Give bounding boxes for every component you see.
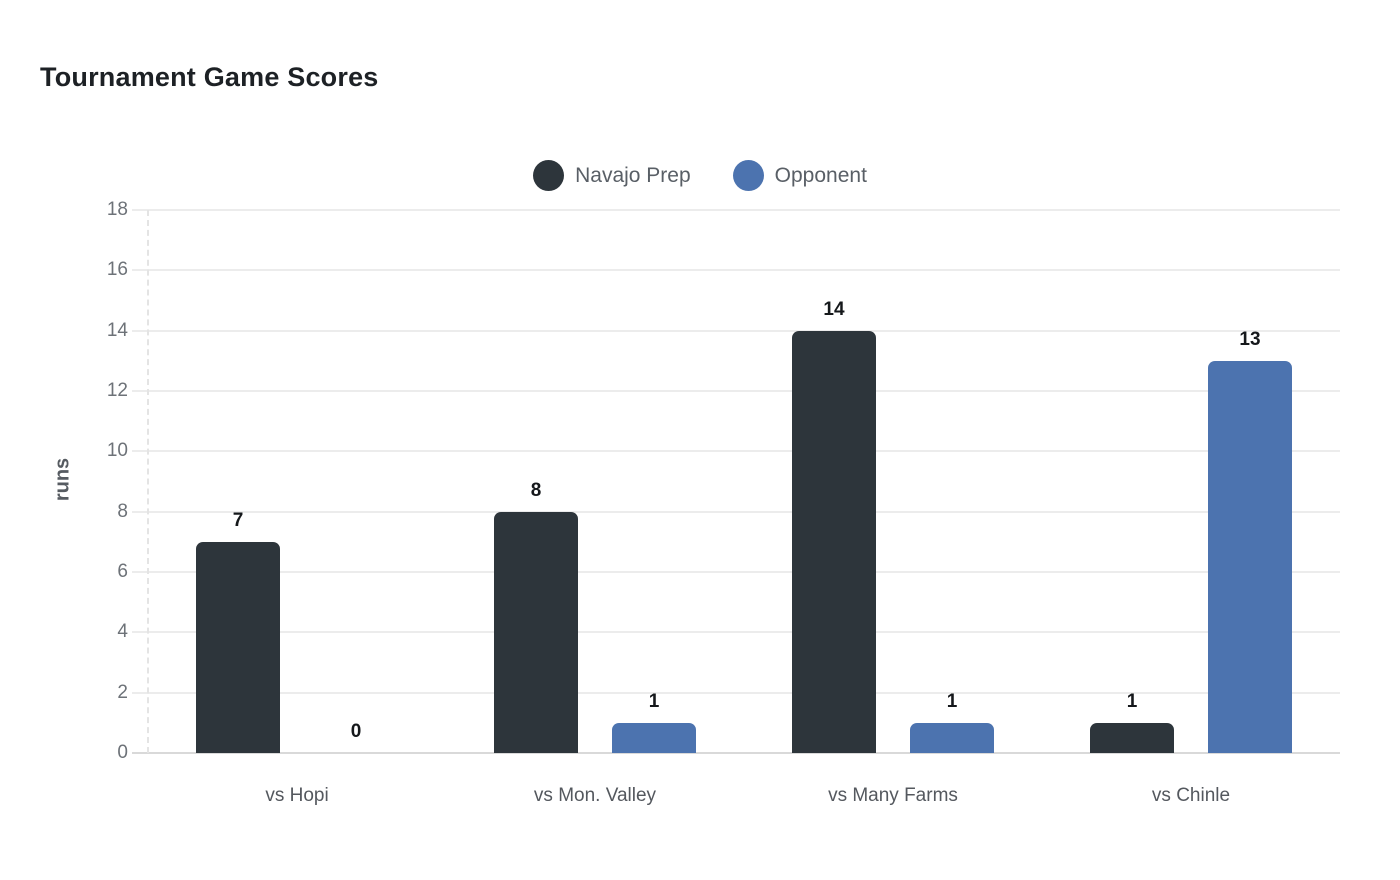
y-tick-label: 6	[117, 561, 128, 582]
y-tick-label: 0	[117, 742, 128, 763]
bar-value-label: 14	[823, 299, 845, 320]
bar-navajo-prep-vs-chinle	[1090, 723, 1174, 753]
legend-item-opponent: Opponent	[732, 160, 867, 191]
bar-navajo-prep-vs-many-farms	[792, 331, 876, 753]
bar-value-label: 8	[530, 480, 542, 501]
gridline	[132, 692, 1340, 694]
y-tick-label: 8	[117, 501, 128, 522]
y-tick-label: 16	[106, 259, 128, 280]
legend-swatch-navajo-prep-icon	[533, 160, 565, 191]
y-tick-label: 10	[106, 440, 128, 461]
gridline	[132, 511, 1340, 513]
gridline	[132, 450, 1340, 452]
legend-label-navajo-prep: Navajo Prep	[575, 163, 691, 187]
y-tick-label: 18	[106, 199, 128, 220]
bar-value-label: 1	[1126, 691, 1138, 712]
legend-swatch-opponent-icon	[732, 160, 764, 191]
y-axis-line	[147, 210, 149, 753]
y-tick-label: 12	[106, 380, 128, 401]
gridline	[132, 631, 1340, 633]
bar-value-label: 0	[350, 721, 362, 742]
legend-label-opponent: Opponent	[774, 163, 867, 187]
y-tick-label: 2	[117, 682, 128, 703]
bar-navajo-prep-vs-mon-valley	[494, 512, 578, 753]
x-tick-label: vs Mon. Valley	[533, 785, 657, 806]
bar-value-label: 13	[1239, 329, 1261, 350]
bar-value-label: 1	[648, 691, 660, 712]
y-tick-label: 14	[106, 320, 128, 341]
x-tick-label: vs Chinle	[1151, 785, 1231, 806]
x-axis-baseline	[132, 752, 1340, 754]
bar-opponent-vs-mon-valley	[612, 723, 696, 753]
bar-opponent-vs-many-farms	[910, 723, 994, 753]
bar-opponent-vs-chinle	[1208, 361, 1292, 753]
gridline	[132, 269, 1340, 271]
chart-title: Tournament Game Scores	[40, 62, 379, 92]
gridline	[132, 209, 1340, 211]
y-tick-label: 4	[117, 621, 128, 642]
bar-navajo-prep-vs-hopi	[196, 542, 280, 753]
bar-value-label: 1	[946, 691, 958, 712]
gridline	[132, 390, 1340, 392]
gridline	[132, 571, 1340, 573]
legend-item-navajo-prep: Navajo Prep	[533, 160, 691, 191]
x-tick-label: vs Many Farms	[828, 785, 958, 806]
legend: Navajo Prep Opponent	[0, 160, 1400, 191]
x-tick-label: vs Hopi	[265, 785, 329, 806]
gridline	[132, 330, 1340, 332]
bar-value-label: 7	[232, 510, 244, 531]
